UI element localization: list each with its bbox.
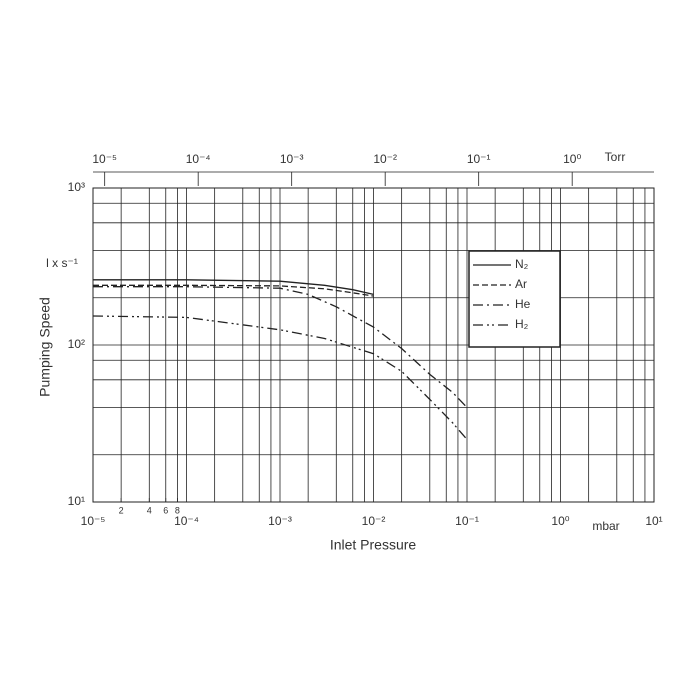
x-tick-label: 10¹ [645,514,662,528]
legend-label: N₂ [515,257,529,271]
x-tick-label: 10⁰ [551,514,569,528]
legend-label: H₂ [515,317,529,331]
x-tick-label: 10⁻⁴ [174,514,199,528]
y-tick-label: 10¹ [68,494,85,508]
series-line [93,286,468,408]
legend-label: Ar [515,277,527,291]
x2-unit-label: Torr [605,150,626,164]
x-tick-label: 10⁻³ [268,514,292,528]
x2-tick-label: 10⁻¹ [467,152,491,166]
y-axis-title: Pumping Speed [37,297,53,397]
series-line [93,284,374,297]
series-line [93,279,374,296]
plot-frame [92,187,655,503]
x2-tick-label: 10⁰ [563,152,581,166]
legend-box [468,250,561,348]
x-axis-title: Inlet Pressure [330,537,417,553]
x2-tick-label: 10⁻⁴ [186,152,211,166]
x-unit-label: mbar [592,519,619,533]
y-unit-label: l x s⁻¹ [46,256,78,270]
x-tick-label: 6 [163,505,168,515]
x2-tick-label: 10⁻² [373,152,397,166]
x-tick-label: 10⁻¹ [455,514,479,528]
x-tick-label: 10⁻² [362,514,386,528]
series-line [92,315,468,440]
x-tick-label: 8 [175,505,180,515]
x-tick-label: 4 [147,505,152,515]
x2-tick-label: 10⁻³ [280,152,304,166]
y-tick-label: 10² [68,337,85,351]
y-tick-label: 10³ [68,180,85,194]
x-tick-label: 10⁻⁵ [81,514,106,528]
x2-tick-label: 10⁻⁵ [92,152,117,166]
legend-label: He [515,297,531,311]
x-tick-label: 2 [119,505,124,515]
